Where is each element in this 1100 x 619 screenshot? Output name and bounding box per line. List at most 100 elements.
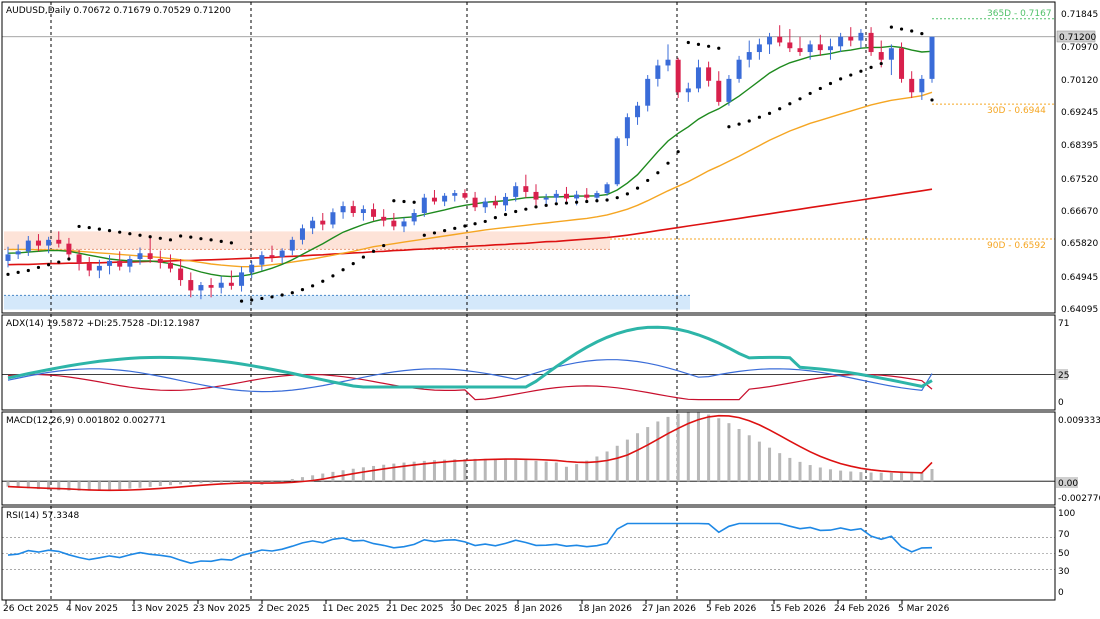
- candle-body: [431, 197, 437, 202]
- macd-bar: [788, 457, 792, 482]
- sar-dot: [717, 46, 721, 50]
- sar-dot: [432, 231, 437, 235]
- candle-body: [929, 36, 935, 79]
- sar-dot: [737, 122, 741, 126]
- candle-body: [797, 48, 803, 53]
- level-30-label: 30D - 0.6944: [987, 106, 1046, 116]
- macd-bar: [270, 481, 274, 483]
- macd-bar: [849, 471, 853, 482]
- sar-dot: [422, 233, 426, 237]
- macd-bar: [189, 481, 193, 484]
- x-tick: 11 Dec 2025: [322, 604, 380, 614]
- pane-frame: [1, 411, 1056, 506]
- rsi-pane[interactable]: [2, 522, 1055, 570]
- candle-body: [371, 209, 377, 217]
- candle-body: [736, 59, 742, 79]
- macd-bar: [595, 456, 599, 482]
- candle-body: [107, 260, 113, 266]
- candle-body: [675, 59, 681, 93]
- macd-bar: [138, 481, 142, 488]
- macd-pane[interactable]: [2, 412, 1055, 492]
- macd-bar: [392, 463, 396, 482]
- adx-pane[interactable]: [2, 325, 1055, 401]
- x-tick: 13 Nov 2025: [131, 604, 189, 614]
- candle-body: [188, 280, 194, 291]
- sar-dot: [371, 249, 376, 253]
- sar-dot: [646, 178, 650, 183]
- macd-bar: [879, 472, 883, 482]
- x-tick: 21 Dec 2025: [386, 604, 444, 614]
- macd-bar: [564, 466, 568, 482]
- sar-dot: [747, 119, 751, 123]
- candle-body: [695, 67, 701, 89]
- candle-body: [249, 264, 255, 273]
- sar-dot: [199, 237, 203, 241]
- candle-body: [543, 197, 549, 200]
- sar-dot: [615, 196, 619, 200]
- macd-signal-line: [7, 414, 933, 492]
- candle-body: [563, 193, 569, 199]
- sar-dot: [97, 227, 101, 231]
- macd-bar: [57, 481, 61, 491]
- candle-body: [584, 194, 590, 198]
- candle-body: [848, 36, 854, 41]
- macd-bar: [686, 412, 690, 482]
- candle-body: [523, 186, 529, 192]
- sar-dot: [828, 81, 833, 86]
- candle-body: [167, 262, 173, 269]
- candle-body: [137, 253, 143, 259]
- sar-dot: [564, 201, 569, 205]
- zones-layer: [4, 231, 690, 310]
- candle-body: [685, 88, 691, 93]
- macd-bar: [859, 472, 863, 482]
- candle-body: [909, 78, 915, 93]
- macd-bar: [757, 441, 761, 482]
- x-tick: 5 Mar 2026: [898, 604, 950, 614]
- price-pane[interactable]: [5, 25, 935, 303]
- sar-dot: [412, 200, 416, 204]
- macd-bar: [240, 481, 244, 483]
- sar-dot: [16, 270, 20, 275]
- sar-dot: [26, 268, 30, 273]
- macd-bar: [798, 461, 802, 482]
- macd-bar: [554, 462, 558, 482]
- sar-dot: [635, 186, 640, 190]
- candle-body: [503, 196, 509, 206]
- candle-body: [35, 240, 41, 246]
- candle-body: [289, 239, 295, 251]
- sar-dot: [341, 268, 345, 272]
- macd-bar: [585, 460, 589, 482]
- macd-bar: [412, 461, 416, 482]
- sar-dot: [239, 299, 244, 303]
- sar-dot: [138, 233, 142, 237]
- sar-dot: [910, 29, 914, 33]
- sar-dot: [575, 200, 579, 204]
- sar-dot: [311, 284, 315, 288]
- candle-body: [228, 282, 234, 286]
- sar-dot: [899, 27, 904, 31]
- candle-body: [442, 195, 448, 202]
- sar-dot: [270, 295, 274, 299]
- sar-dot: [77, 224, 81, 229]
- macd-bar: [199, 481, 203, 484]
- macd-bar: [869, 472, 873, 482]
- sar-dot: [920, 32, 924, 36]
- candle-body: [279, 250, 285, 258]
- candle-body: [310, 220, 316, 229]
- candle-body: [655, 65, 661, 79]
- sar-dot: [280, 293, 284, 297]
- candle-body: [899, 48, 905, 79]
- macd-bar: [524, 460, 528, 482]
- sar-dot: [889, 25, 893, 29]
- sar-dot: [67, 257, 71, 261]
- macd-bar: [87, 481, 91, 491]
- support-zone: [4, 295, 690, 310]
- macd-bar: [443, 459, 447, 482]
- macd-bar: [36, 481, 40, 490]
- candle-body: [127, 258, 133, 267]
- macd-bar: [158, 481, 162, 486]
- sar-dot: [544, 203, 548, 207]
- price-tick: 0.71845: [1061, 10, 1098, 20]
- candle-body: [299, 228, 305, 240]
- candle-body: [746, 52, 752, 60]
